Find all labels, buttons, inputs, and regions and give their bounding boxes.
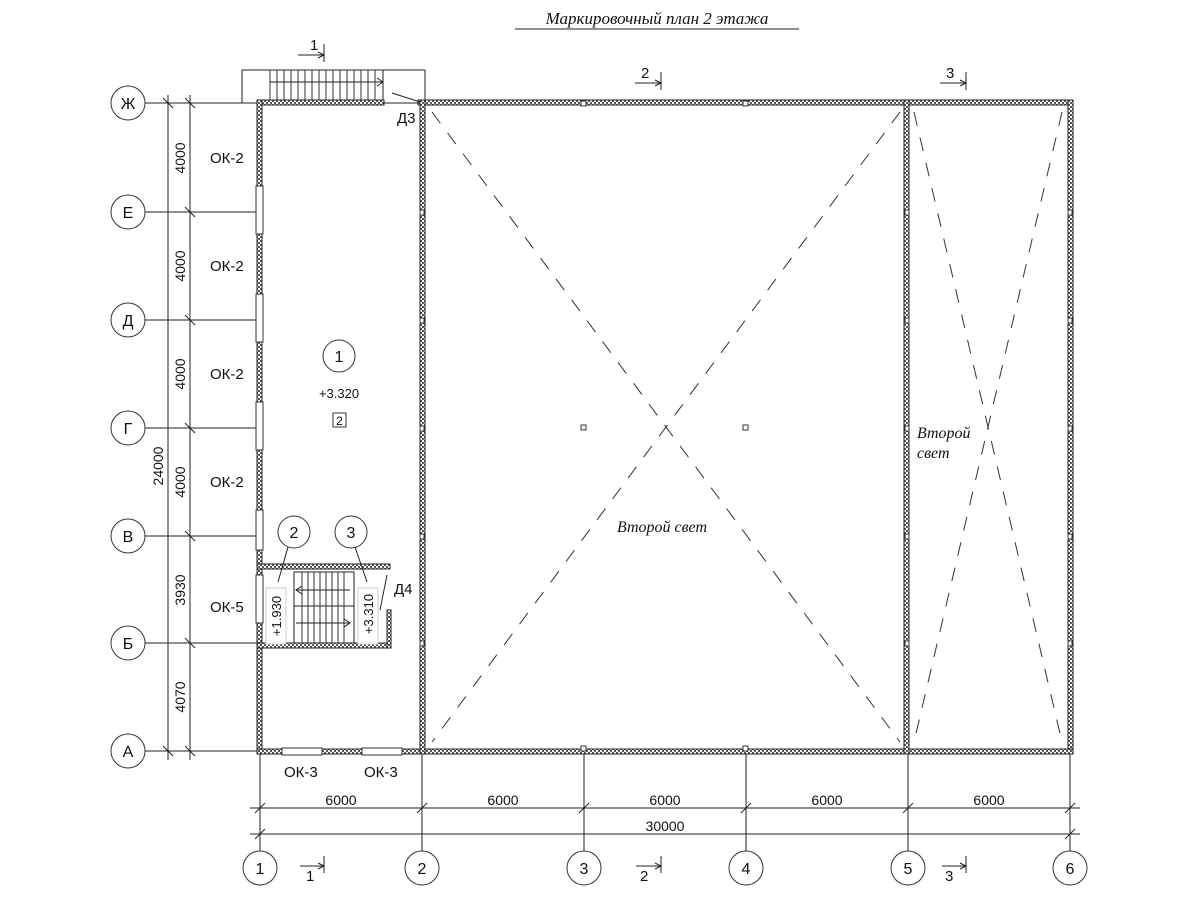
window-labels: ОК-2 ОК-2 ОК-2 ОК-2 ОК-5 ОК-3 ОК-3	[210, 150, 398, 781]
axis-marker: Д	[110, 302, 146, 338]
external-stair	[241, 69, 426, 104]
axis-marker: 3	[566, 850, 602, 886]
row-grid-lines	[145, 102, 257, 752]
dimension-column: 6000	[325, 792, 356, 808]
dimension-row: 3930	[172, 574, 188, 605]
axis-marker: 1	[242, 850, 278, 886]
door-d3-swing	[391, 92, 421, 103]
window-label: ОК-3	[364, 764, 398, 781]
door-d4-swing	[379, 574, 388, 611]
axis-marker: Е	[110, 194, 146, 230]
axis-marker: Г	[110, 410, 146, 446]
row-axis-markers: Ж Е Д Г В Б А	[110, 85, 146, 769]
axis-marker: 4	[728, 850, 764, 886]
door-label: Д4	[394, 581, 413, 598]
plan-title: Маркировочный план 2 этажа	[545, 9, 769, 28]
vertical-dimensions: 24000 4000 4000 4000 4000 3930 4070	[150, 95, 196, 760]
room-level: +1.930	[269, 596, 284, 636]
room-number: 1	[335, 349, 344, 366]
svg-text:4: 4	[742, 861, 751, 878]
dimension-row: 4000	[172, 466, 188, 497]
dimension-row: 4000	[172, 250, 188, 281]
section-markers: 1 2 3 1 2 3	[298, 37, 968, 885]
svg-text:В: В	[123, 529, 134, 546]
axis-marker: 2	[404, 850, 440, 886]
dimension-column: 6000	[811, 792, 842, 808]
dimension-row: 4000	[172, 142, 188, 173]
section-marker: 2	[636, 856, 663, 885]
section-marker: 3	[940, 65, 968, 90]
axis-marker: Б	[110, 625, 146, 661]
window-label: ОК-2	[210, 474, 244, 491]
section-marker: 2	[635, 65, 663, 90]
section-marker: 3	[942, 856, 968, 885]
interior-stair	[293, 571, 355, 644]
room-1: 1 +3.320 2	[319, 339, 359, 428]
axis-marker: 6	[1052, 850, 1088, 886]
room-number: 2	[290, 525, 299, 542]
door-label: Д3	[397, 110, 416, 127]
svg-text:5: 5	[904, 861, 913, 878]
dimension-total-rows: 24000	[150, 446, 166, 485]
svg-text:1: 1	[306, 868, 314, 885]
dimension-row: 4000	[172, 358, 188, 389]
room-tag: 2	[336, 414, 343, 428]
svg-text:Д: Д	[123, 313, 134, 330]
svg-text:1: 1	[256, 861, 265, 878]
horizontal-dimensions: 6000 6000 6000 6000 6000 30000	[250, 792, 1080, 840]
double-height-label: Второй	[917, 425, 971, 442]
window-label: ОК-2	[210, 150, 244, 167]
room-level: +3.310	[361, 594, 376, 634]
svg-text:2: 2	[641, 65, 649, 82]
dimension-row: 4070	[172, 681, 188, 712]
svg-text:3: 3	[580, 861, 589, 878]
axis-marker: Ж	[110, 85, 146, 121]
room-3: 3 +3.310	[334, 515, 379, 645]
svg-text:2: 2	[418, 861, 427, 878]
svg-text:Б: Б	[123, 636, 134, 653]
column-grid-lines	[259, 754, 1071, 851]
svg-text:6: 6	[1066, 861, 1075, 878]
column-axis-markers: 1 2 3 4 5 6	[242, 850, 1088, 886]
dimension-column: 6000	[649, 792, 680, 808]
window-label: ОК-5	[210, 599, 244, 616]
svg-text:А: А	[123, 744, 134, 761]
room-2: 2 +1.930	[265, 515, 311, 645]
svg-text:1: 1	[310, 37, 318, 54]
svg-text:Е: Е	[123, 205, 134, 222]
room-number: 3	[347, 525, 356, 542]
axis-marker: А	[110, 733, 146, 769]
section-marker: 1	[298, 37, 326, 62]
axis-marker: В	[110, 518, 146, 554]
window-label: ОК-2	[210, 258, 244, 275]
svg-text:3: 3	[946, 65, 954, 82]
dimension-total-columns: 30000	[646, 818, 685, 834]
window-label: ОК-2	[210, 366, 244, 383]
axis-marker: 5	[890, 850, 926, 886]
window-label: ОК-3	[284, 764, 318, 781]
dimension-column: 6000	[487, 792, 518, 808]
double-height-label: Второй свет	[617, 519, 707, 536]
section-marker: 1	[300, 856, 326, 885]
svg-text:Ж: Ж	[121, 96, 136, 113]
dimension-column: 6000	[973, 792, 1004, 808]
svg-text:3: 3	[945, 868, 953, 885]
svg-text:Г: Г	[124, 421, 133, 438]
double-height-diagonals	[431, 111, 1063, 743]
room-level: +3.320	[319, 386, 359, 401]
svg-text:2: 2	[640, 868, 648, 885]
columns	[419, 100, 1073, 752]
double-height-label: свет	[917, 445, 950, 462]
